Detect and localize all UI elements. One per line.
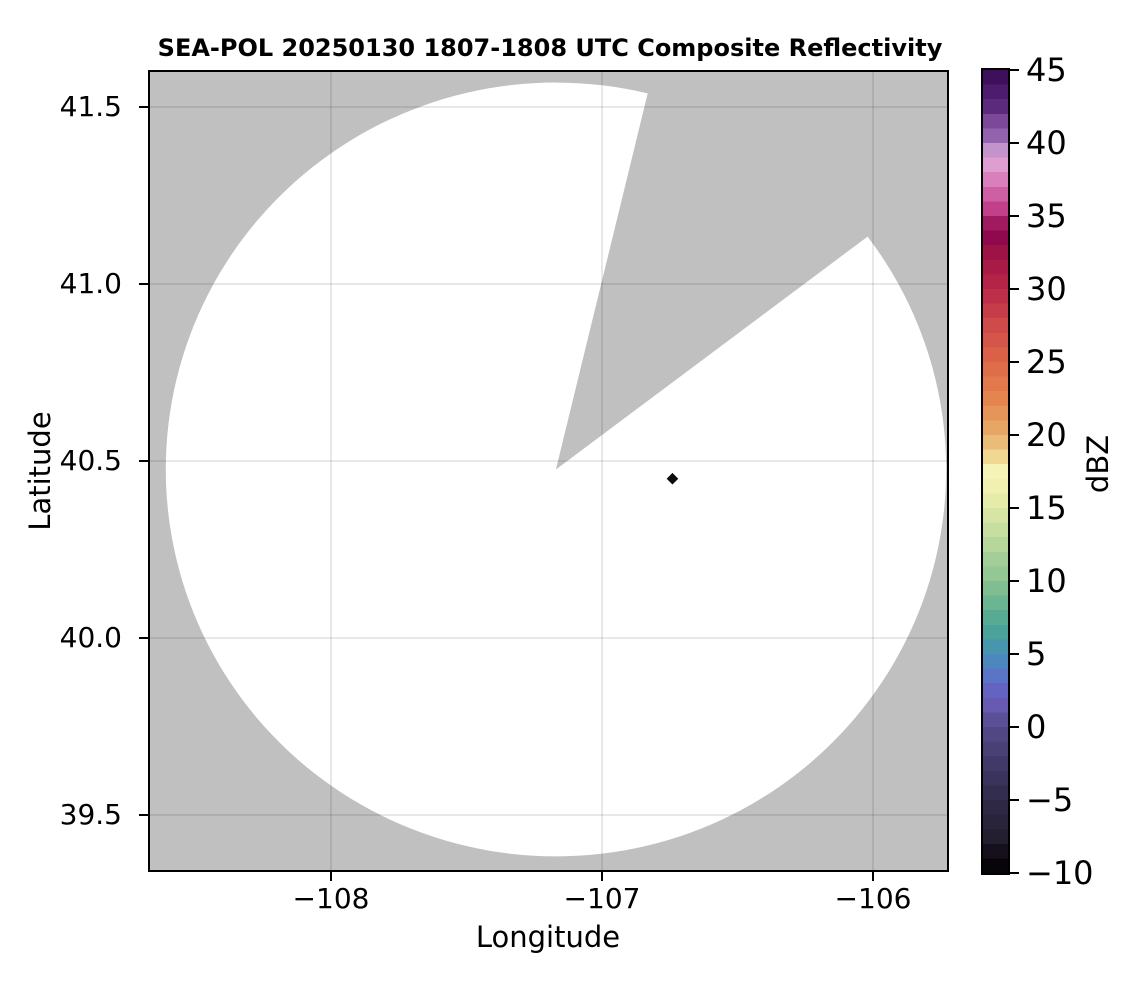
colorbar-tick-label: 45 [1026,51,1067,89]
colorbar-tick-label: 35 [1026,197,1067,235]
colorbar-tick [1010,652,1019,656]
colorbar-tick-label: 25 [1026,343,1067,381]
chart-title: SEA-POL 20250130 1807-1808 UTC Composite… [157,34,943,62]
colorbar [981,68,1010,875]
colorbar-tick [1010,360,1019,364]
colorbar-tick-label: 5 [1026,635,1047,673]
colorbar-tick [1010,579,1019,583]
y-axis-tick [139,813,148,817]
y-axis-tick [139,105,148,109]
colorbar-tick [1010,141,1019,145]
x-axis-tick [600,872,604,881]
y-axis-tick [139,282,148,286]
colorbar-tick-label: 30 [1026,270,1067,308]
x-axis-tick [329,872,333,881]
y-axis-tick [139,636,148,640]
colorbar-tick [1010,214,1019,218]
colorbar-tick-label: −5 [1026,781,1074,819]
colorbar-tick-label: 10 [1026,562,1067,600]
colorbar-tick-label: 40 [1026,124,1067,162]
y-axis-tick [139,459,148,463]
radar-echo-marker [666,472,679,485]
x-axis-tick-label: −108 [292,882,370,915]
colorbar-tick-label: −10 [1026,854,1094,892]
y-axis-tick-label: 40.0 [59,621,122,654]
colorbar-tick-label: 15 [1026,489,1067,527]
colorbar-tick [1010,725,1019,729]
colorbar-tick-label: 20 [1026,416,1067,454]
colorbar-tick [1010,287,1019,291]
x-axis-tick [871,872,875,881]
colorbar-tick [1010,871,1019,875]
plot-frame [148,70,949,872]
y-axis-tick-label: 40.5 [59,444,122,477]
y-axis-tick-label: 41.0 [59,267,122,300]
colorbar-tick-label: 0 [1026,708,1047,746]
radar-plot [148,70,949,872]
radar-coverage-area [165,82,947,857]
y-axis-tick-label: 39.5 [59,798,122,831]
colorbar-tick [1010,506,1019,510]
colorbar-tick [1010,798,1019,802]
y-axis-tick-label: 41.5 [59,90,122,123]
colorbar-tick [1010,68,1019,72]
colorbar-tick [1010,433,1019,437]
x-axis-tick-label: −106 [834,882,912,915]
x-axis-tick-label: −107 [563,882,641,915]
x-axis-label: Longitude [475,920,621,954]
